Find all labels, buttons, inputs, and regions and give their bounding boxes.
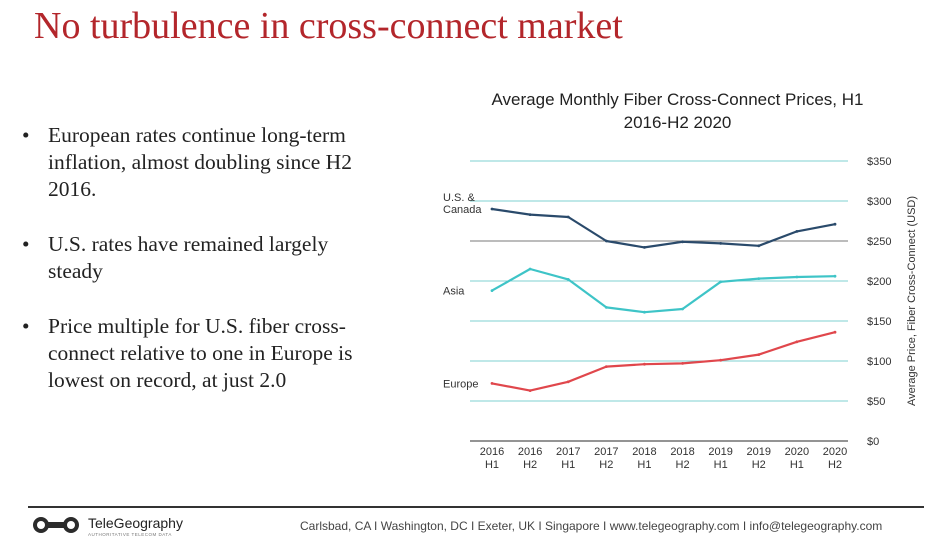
x-tick-label: 2017 H1 (556, 446, 580, 471)
x-tick-label: 2019 H1 (708, 446, 732, 471)
series-label: Europe (443, 378, 478, 390)
price-line-chart: $0 $50 $100 $150 $200 $250 $300 $350 Average Pri… (443, 156, 918, 471)
series-label: U.S. & Canada (443, 192, 482, 216)
data-point (795, 275, 799, 279)
x-tick-label: 2016 H2 (518, 446, 542, 471)
data-point (604, 239, 608, 243)
data-point (528, 389, 532, 392)
data-point (604, 306, 608, 309)
x-tick-label: 2020 H1 (785, 446, 809, 471)
x-tick-label: 2020 H2 (823, 446, 847, 471)
data-point (719, 358, 723, 362)
footer-divider (28, 506, 924, 508)
x-tick-label: 2017 H2 (594, 446, 618, 471)
data-point (719, 280, 723, 284)
data-point (757, 277, 761, 280)
data-point (490, 289, 494, 292)
data-point (833, 222, 837, 226)
data-point (757, 244, 761, 248)
brand-tagline: AUTHORITATIVE TELECOM DATA (88, 532, 172, 537)
data-point (528, 267, 532, 271)
series-label: Asia (443, 286, 465, 298)
data-point (681, 240, 684, 244)
data-point (643, 246, 646, 249)
bullet-item: • Price multiple for U.S. fiber cross-co… (18, 313, 363, 394)
data-point (795, 340, 799, 344)
data-point (681, 307, 684, 311)
x-tick-label: 2018 H1 (632, 446, 656, 471)
y-tick-label: $250 (867, 236, 891, 248)
telegeography-logo-icon (33, 517, 79, 533)
bullet-text: Price multiple for U.S. fiber cross-conn… (48, 314, 353, 392)
slide-title: No turbulence in cross-connect market (34, 5, 623, 47)
series-line-europe (491, 331, 836, 392)
data-point (681, 362, 684, 365)
data-point (566, 278, 570, 281)
bullet-dot: • (22, 232, 30, 256)
data-point (795, 230, 799, 233)
bullet-list: • European rates continue long-term infl… (18, 122, 363, 422)
data-point (719, 242, 723, 245)
data-point (643, 310, 646, 314)
bullet-dot: • (22, 314, 30, 338)
data-point (643, 362, 646, 366)
y-tick-label: $150 (867, 316, 891, 328)
y-tick-label: $50 (867, 396, 885, 408)
chart-title: Average Monthly Fiber Cross-Connect Pric… (491, 90, 864, 132)
x-tick-label: 2019 H2 (747, 446, 771, 471)
x-tick-label: 2018 H2 (670, 446, 694, 471)
data-point (566, 380, 570, 384)
bullet-item: • European rates continue long-term infl… (18, 122, 363, 203)
bullet-dot: • (22, 123, 30, 147)
y-tick-label: $100 (867, 356, 891, 368)
y-tick-label: $350 (867, 156, 891, 168)
telegeography-logo: TeleGeography AUTHORITATIVE TELECOM DATA (30, 514, 260, 538)
data-point (528, 213, 532, 216)
data-point (566, 215, 570, 219)
data-point (490, 207, 494, 211)
series-line-u-s-canada (491, 207, 836, 249)
y-tick-label: $300 (867, 196, 891, 208)
bullet-item: • U.S. rates have remained largely stead… (18, 231, 363, 285)
footer-contact-info: Carlsbad, CA I Washington, DC I Exeter, … (300, 519, 883, 533)
data-point (490, 382, 494, 385)
brand-name: TeleGeography (88, 515, 183, 531)
bullet-text: European rates continue long-term inflat… (48, 123, 352, 201)
data-point (833, 274, 837, 278)
data-point (757, 353, 761, 356)
y-tick-label: $0 (867, 436, 879, 448)
x-tick-label: 2016 H1 (480, 446, 504, 471)
bullet-text: U.S. rates have remained largely steady (48, 232, 329, 283)
y-axis-title: Average Price, Fiber Cross-Connect (USD) (906, 196, 918, 406)
data-point (833, 330, 837, 334)
data-point (604, 365, 608, 368)
y-tick-label: $200 (867, 276, 891, 288)
series-line-asia (491, 267, 836, 314)
